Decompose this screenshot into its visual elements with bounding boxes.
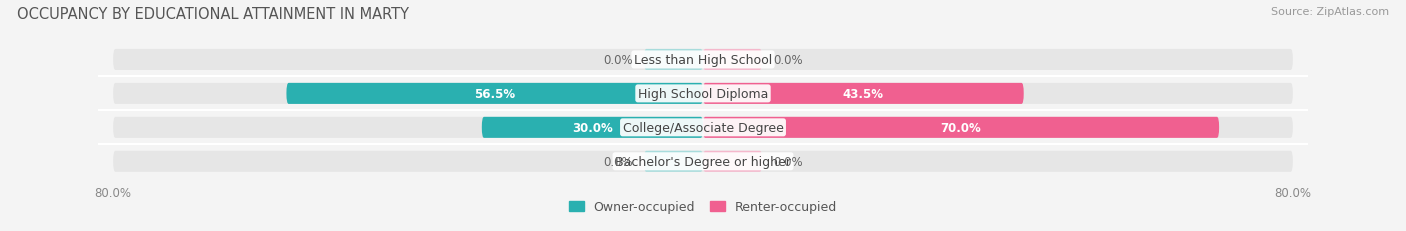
Text: 43.5%: 43.5% [842,88,884,100]
FancyBboxPatch shape [112,117,1294,138]
FancyBboxPatch shape [703,151,762,172]
FancyBboxPatch shape [644,151,703,172]
Text: 0.0%: 0.0% [603,54,633,67]
Text: College/Associate Degree: College/Associate Degree [623,121,783,134]
FancyBboxPatch shape [112,50,1294,71]
Text: 70.0%: 70.0% [941,121,981,134]
FancyBboxPatch shape [703,117,1219,138]
Legend: Owner-occupied, Renter-occupied: Owner-occupied, Renter-occupied [564,195,842,218]
Text: Bachelor's Degree or higher: Bachelor's Degree or higher [614,155,792,168]
FancyBboxPatch shape [287,83,703,104]
Text: High School Diploma: High School Diploma [638,88,768,100]
Text: 30.0%: 30.0% [572,121,613,134]
Text: Less than High School: Less than High School [634,54,772,67]
FancyBboxPatch shape [112,83,1294,104]
FancyBboxPatch shape [703,83,1024,104]
FancyBboxPatch shape [644,50,703,71]
Text: 0.0%: 0.0% [773,54,803,67]
FancyBboxPatch shape [482,117,703,138]
FancyBboxPatch shape [703,50,762,71]
Text: OCCUPANCY BY EDUCATIONAL ATTAINMENT IN MARTY: OCCUPANCY BY EDUCATIONAL ATTAINMENT IN M… [17,7,409,22]
Text: 0.0%: 0.0% [773,155,803,168]
Text: 0.0%: 0.0% [603,155,633,168]
Text: 56.5%: 56.5% [474,88,515,100]
FancyBboxPatch shape [112,151,1294,172]
Text: Source: ZipAtlas.com: Source: ZipAtlas.com [1271,7,1389,17]
